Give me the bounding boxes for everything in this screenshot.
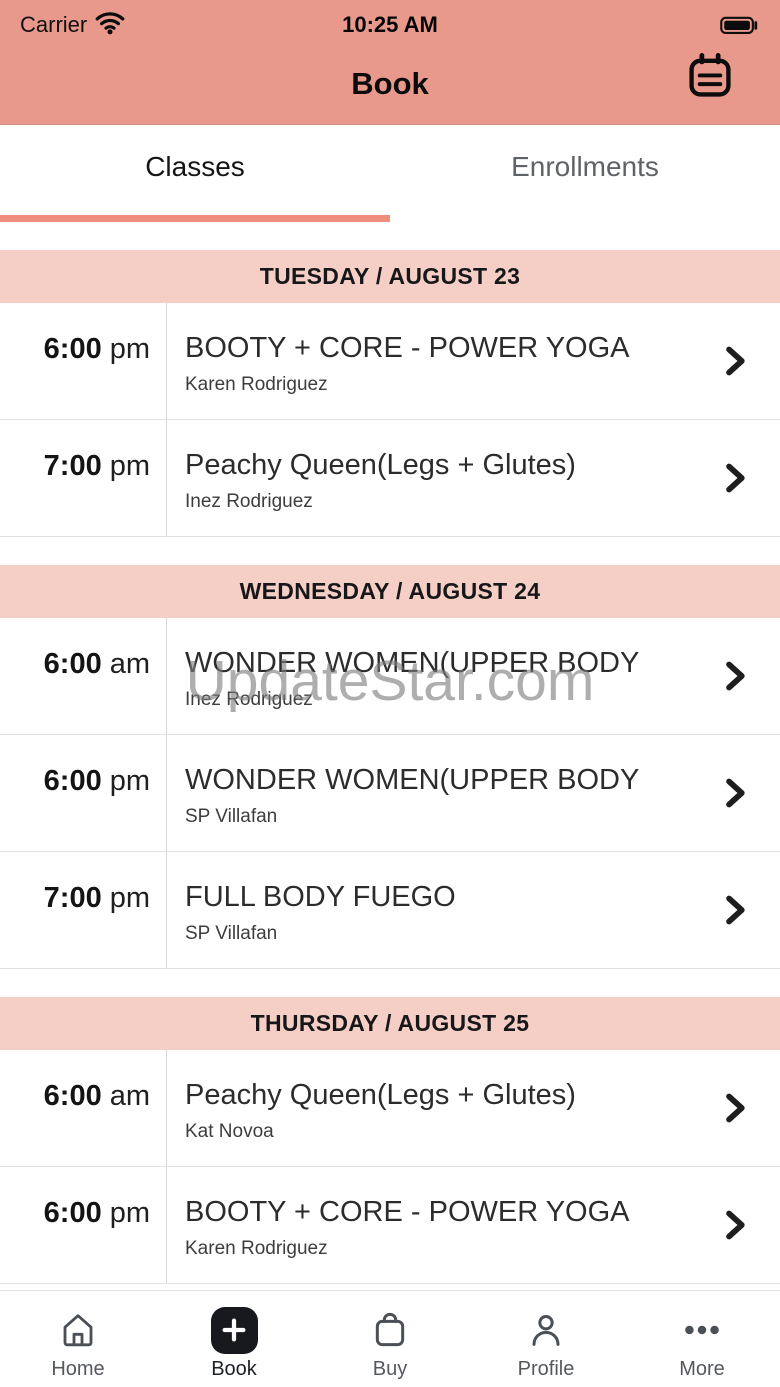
tab-enrollments[interactable]: Enrollments <box>511 150 659 182</box>
class-row[interactable]: 6:00 pm BOOTY + CORE - POWER YOGA Karen … <box>0 1167 780 1284</box>
nav-label: Profile <box>517 1358 575 1380</box>
class-time-value: 7:00 <box>43 882 102 914</box>
nav-item-home[interactable]: Home <box>0 1291 156 1387</box>
nav-label: More <box>679 1358 725 1380</box>
class-time-meridiem: pm <box>109 765 150 797</box>
class-time: 6:00 am <box>0 1050 167 1166</box>
class-time: 6:00 pm <box>0 1167 167 1283</box>
bag-icon <box>370 1305 410 1355</box>
chevron-right-icon <box>724 895 748 925</box>
header: Carrier 10:25 AM <box>0 0 780 125</box>
class-title: BOOTY + CORE - POWER YOGA <box>185 332 630 364</box>
day-header: THURSDAY / AUGUST 25 <box>0 997 780 1050</box>
page-title: Book <box>351 66 429 101</box>
class-title: Peachy Queen(Legs + Glutes) <box>185 449 576 481</box>
day-section: WEDNESDAY / AUGUST 24 6:00 am WONDER WOM… <box>0 565 780 969</box>
person-icon <box>526 1305 566 1355</box>
day-header-label: WEDNESDAY / AUGUST 24 <box>239 578 541 604</box>
class-title: Peachy Queen(Legs + Glutes) <box>185 1079 576 1111</box>
class-row[interactable]: 6:00 am Peachy Queen(Legs + Glutes) Kat … <box>0 1050 780 1167</box>
class-time: 6:00 am <box>0 618 167 734</box>
class-time-value: 6:00 <box>43 648 102 680</box>
class-info: Peachy Queen(Legs + Glutes) Kat Novoa <box>167 1050 724 1166</box>
nav-label: Book <box>211 1358 257 1380</box>
calendar-icon[interactable] <box>684 50 736 102</box>
class-time: 7:00 pm <box>0 852 167 968</box>
wifi-icon <box>95 11 125 40</box>
class-title: FULL BODY FUEGO <box>185 881 456 913</box>
class-instructor: Karen Rodriguez <box>185 374 328 395</box>
class-time-value: 6:00 <box>43 333 102 365</box>
day-header: WEDNESDAY / AUGUST 24 <box>0 565 780 618</box>
day-section: TUESDAY / AUGUST 23 6:00 pm BOOTY + CORE… <box>0 250 780 537</box>
active-tab-underline <box>0 215 390 222</box>
class-time-value: 7:00 <box>43 450 102 482</box>
class-instructor: Kat Novoa <box>185 1121 274 1142</box>
nav-label: Home <box>51 1358 105 1380</box>
class-list: 6:00 pm BOOTY + CORE - POWER YOGA Karen … <box>0 303 780 537</box>
bottom-nav: Home Book Buy Profile More <box>0 1290 780 1387</box>
class-title: BOOTY + CORE - POWER YOGA <box>185 1196 630 1228</box>
chevron-right-icon <box>724 1210 748 1240</box>
day-header-label: TUESDAY / AUGUST 23 <box>259 263 521 289</box>
class-time-meridiem: pm <box>109 333 150 365</box>
class-row[interactable]: 6:00 pm BOOTY + CORE - POWER YOGA Karen … <box>0 303 780 420</box>
class-instructor: Inez Rodriguez <box>185 689 313 710</box>
class-info: FULL BODY FUEGO SP Villafan <box>167 852 724 968</box>
chevron-right-icon <box>724 778 748 808</box>
nav-item-buy[interactable]: Buy <box>312 1291 468 1387</box>
chevron-right-icon <box>724 1093 748 1123</box>
class-time-meridiem: pm <box>109 1197 150 1229</box>
class-info: WONDER WOMEN(UPPER BODY SP Villafan <box>167 735 724 851</box>
battery-icon <box>720 16 760 35</box>
class-info: WONDER WOMEN(UPPER BODY Inez Rodriguez <box>167 618 724 734</box>
class-instructor: Karen Rodriguez <box>185 1238 328 1259</box>
nav-item-profile[interactable]: Profile <box>468 1291 624 1387</box>
chevron-right-icon <box>724 661 748 691</box>
class-info: BOOTY + CORE - POWER YOGA Karen Rodrigue… <box>167 1167 724 1283</box>
nav-item-book[interactable]: Book <box>156 1291 312 1387</box>
class-time-value: 6:00 <box>43 1080 102 1112</box>
home-icon <box>58 1305 98 1355</box>
day-header-label: THURSDAY / AUGUST 25 <box>250 1010 530 1036</box>
class-instructor: SP Villafan <box>185 806 278 827</box>
class-info: Peachy Queen(Legs + Glutes) Inez Rodrigu… <box>167 420 724 536</box>
class-list: 6:00 am WONDER WOMEN(UPPER BODY Inez Rod… <box>0 618 780 969</box>
class-instructor: SP Villafan <box>185 923 278 944</box>
chevron-right-icon <box>724 346 748 376</box>
class-time: 6:00 pm <box>0 303 167 419</box>
class-list: 6:00 am Peachy Queen(Legs + Glutes) Kat … <box>0 1050 780 1284</box>
class-title: WONDER WOMEN(UPPER BODY <box>185 647 640 679</box>
class-row[interactable]: 6:00 pm WONDER WOMEN(UPPER BODY SP Villa… <box>0 735 780 852</box>
class-instructor: Inez Rodriguez <box>185 491 313 512</box>
class-schedule: TUESDAY / AUGUST 23 6:00 pm BOOTY + CORE… <box>0 250 780 1284</box>
day-section: THURSDAY / AUGUST 25 6:00 am Peachy Quee… <box>0 997 780 1284</box>
tab-bar: Classes Enrollments <box>0 125 780 222</box>
plus-icon <box>210 1305 258 1355</box>
class-info: BOOTY + CORE - POWER YOGA Karen Rodrigue… <box>167 303 724 419</box>
class-time-meridiem: pm <box>109 882 150 914</box>
class-row[interactable]: 7:00 pm FULL BODY FUEGO SP Villafan <box>0 852 780 969</box>
status-time: 10:25 AM <box>342 12 438 37</box>
class-row[interactable]: 6:00 am WONDER WOMEN(UPPER BODY Inez Rod… <box>0 618 780 735</box>
day-header: TUESDAY / AUGUST 23 <box>0 250 780 303</box>
tab-classes[interactable]: Classes <box>145 150 245 182</box>
class-time-meridiem: am <box>109 648 150 680</box>
status-bar: Carrier 10:25 AM <box>0 0 780 44</box>
plus-icon <box>210 1306 258 1354</box>
class-time-value: 6:00 <box>43 1197 102 1229</box>
carrier-label: Carrier <box>20 12 88 37</box>
class-time: 7:00 pm <box>0 420 167 536</box>
chevron-right-icon <box>724 463 748 493</box>
nav-item-more[interactable]: More <box>624 1291 780 1387</box>
class-time-meridiem: am <box>109 1080 150 1112</box>
class-row[interactable]: 7:00 pm Peachy Queen(Legs + Glutes) Inez… <box>0 420 780 537</box>
more-icon <box>680 1305 724 1355</box>
class-title: WONDER WOMEN(UPPER BODY <box>185 764 640 796</box>
nav-label: Buy <box>372 1358 408 1380</box>
class-time: 6:00 pm <box>0 735 167 851</box>
class-time-meridiem: pm <box>109 450 150 482</box>
class-time-value: 6:00 <box>43 765 102 797</box>
